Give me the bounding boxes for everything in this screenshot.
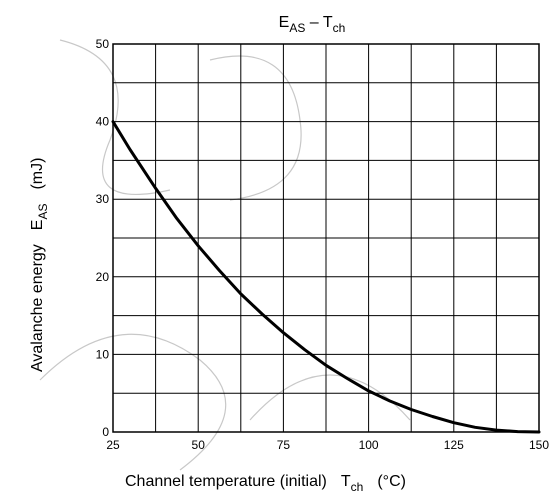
title-main-sub: AS: [289, 21, 305, 35]
x-tick-labels: 25 50 75 100 125 150: [106, 438, 549, 452]
watermark: [39, 39, 411, 471]
x-axis-label: Channel temperature (initial) Tch (°C): [125, 473, 406, 494]
y-tick-label: 10: [96, 347, 110, 361]
y-axis-label: Avalanche energy EAS (mJ): [29, 158, 50, 372]
y-tick-label: 50: [96, 37, 110, 51]
series-curve: [111, 120, 541, 434]
y-tick-labels: 0 10 20 30 40 50: [96, 37, 110, 439]
y-tick-label: 30: [96, 192, 110, 206]
y-axis-symbol-sub: AS: [36, 204, 50, 220]
y-tick-label: 0: [102, 425, 109, 439]
x-axis-symbol: T: [341, 473, 351, 490]
y-axis-symbol: E: [29, 220, 46, 231]
grid: [113, 44, 539, 432]
x-tick-label: 50: [192, 438, 206, 452]
y-tick-label: 20: [96, 270, 110, 284]
x-tick-label: 100: [359, 438, 379, 452]
x-axis-label-text: Channel temperature (initial): [125, 473, 327, 490]
x-axis-unit: (°C): [377, 473, 406, 490]
x-tick-label: 125: [444, 438, 464, 452]
y-tick-label: 40: [96, 115, 110, 129]
plot-frame: [112, 43, 540, 433]
x-tick-label: 75: [277, 438, 291, 452]
title-main: E: [279, 14, 290, 31]
x-tick-label: 25: [106, 438, 120, 452]
x-tick-label: 150: [529, 438, 549, 452]
y-axis-unit: (mJ): [29, 158, 46, 190]
title-second-sub: ch: [333, 21, 346, 35]
x-axis-symbol-sub: ch: [351, 480, 364, 494]
title-second: T: [323, 14, 333, 31]
title-sep: –: [305, 14, 323, 31]
y-axis-label-text: Avalanche energy: [29, 244, 46, 372]
chart-title: EAS – Tch: [279, 14, 346, 35]
